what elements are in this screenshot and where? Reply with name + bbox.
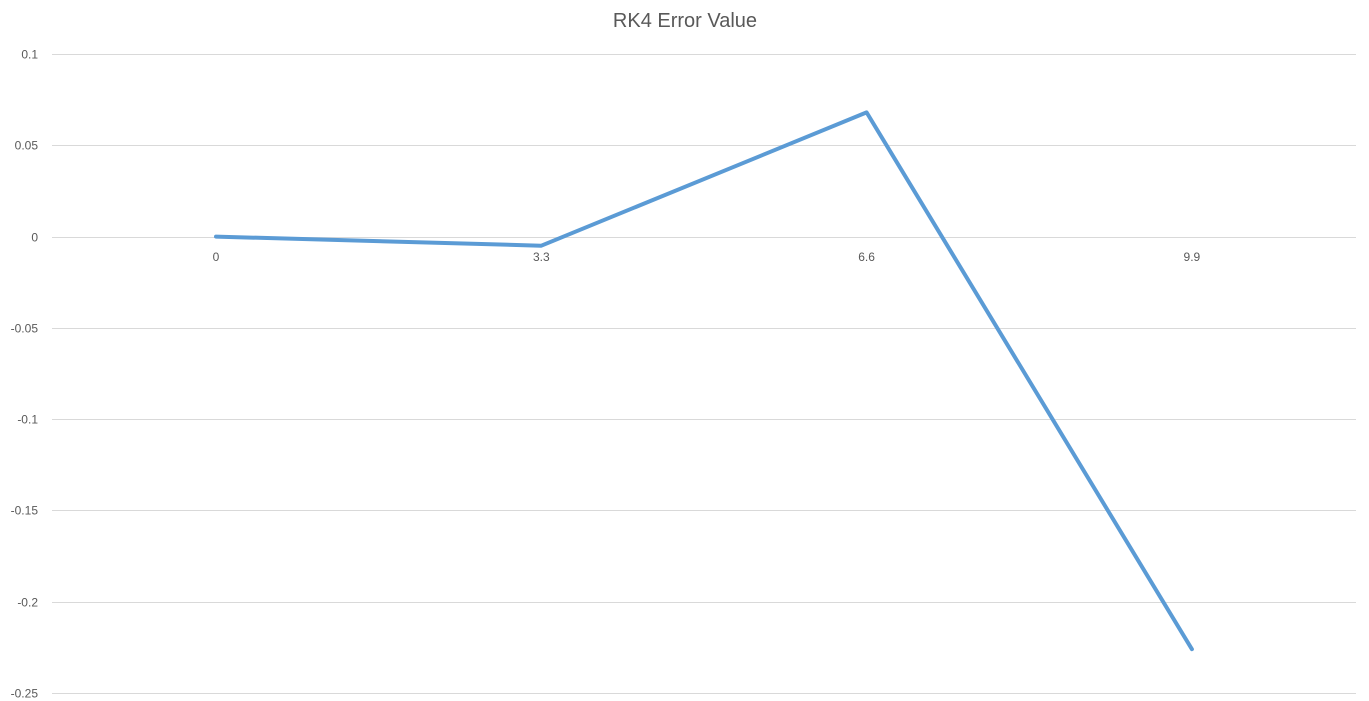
y-tick-label: 0 (31, 231, 38, 245)
x-axis-ticks: 0 3.3 6.6 9.9 (213, 250, 1201, 264)
y-axis-ticks: 0.1 0.05 0 -0.05 -0.1 -0.15 -0.2 -0.25 (11, 48, 39, 701)
y-tick-label: -0.2 (17, 596, 38, 610)
y-tick-label: -0.05 (11, 322, 39, 336)
y-tick-label: -0.15 (11, 504, 39, 518)
y-tick-label: 0.05 (15, 139, 39, 153)
y-tick-label: -0.25 (11, 687, 39, 701)
series-line (214, 110, 1194, 652)
chart-title: RK4 Error Value (613, 10, 757, 32)
x-tick-label: 9.9 (1184, 250, 1201, 264)
x-tick-label: 6.6 (858, 250, 875, 264)
x-tick-label: 3.3 (533, 250, 550, 264)
y-tick-label: 0.1 (21, 48, 38, 62)
x-tick-label: 0 (213, 250, 220, 264)
series-layer (214, 110, 1194, 652)
y-tick-label: -0.1 (17, 413, 38, 427)
